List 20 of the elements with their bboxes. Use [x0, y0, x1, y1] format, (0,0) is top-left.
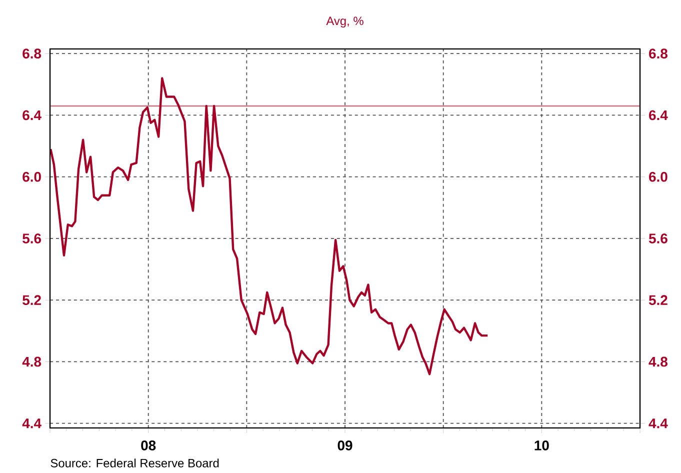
y2-tick-label: 6.0	[649, 172, 668, 182]
y-tick-label: 5.2	[22, 295, 41, 306]
line-series	[50, 77, 489, 376]
x-tick-label: 09	[338, 440, 352, 450]
x-tick-label: 10	[534, 440, 549, 450]
y2-tick-label: 5.2	[648, 295, 668, 306]
y-tick-label: 6.0	[22, 172, 41, 182]
y-tick-label: 4.4	[22, 418, 42, 428]
y-tick-label: 6.4	[22, 110, 42, 120]
y2-tick-label: 5.6	[648, 234, 668, 244]
source-note: Source: Federal Reserve Board	[50, 458, 219, 468]
y2-tick-label: 6.4	[649, 110, 668, 120]
y-tick-label: 4.8	[22, 356, 42, 367]
y2-tick-label: 4.8	[648, 356, 668, 367]
y2-tick-label: 4.4	[648, 418, 668, 428]
y-tick-label: 6.8	[22, 48, 42, 59]
y-tick-label: 5.6	[22, 234, 41, 244]
y2-tick-label: 6.8	[649, 48, 668, 59]
x-tick-label: 08	[141, 440, 156, 450]
chart-title: Avg, %	[326, 16, 364, 28]
